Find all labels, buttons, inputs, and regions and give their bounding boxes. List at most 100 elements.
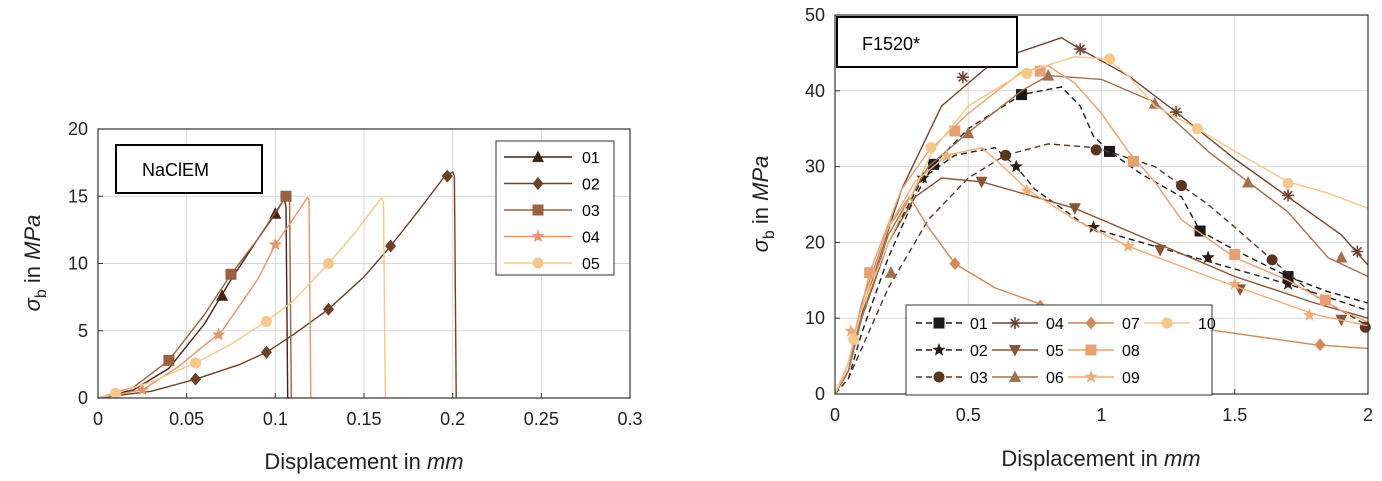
legend-marker bbox=[933, 371, 945, 383]
y-tick-label: 50 bbox=[805, 5, 825, 25]
data-point-07 bbox=[1314, 338, 1326, 352]
data-point-10 bbox=[1191, 123, 1203, 135]
legend-item-02: 02 bbox=[916, 343, 988, 360]
data-point-08 bbox=[1034, 65, 1046, 77]
legend-marker bbox=[1009, 370, 1021, 382]
legend-marker bbox=[1085, 316, 1097, 330]
series-10 bbox=[834, 53, 1369, 395]
data-point-01 bbox=[1103, 145, 1115, 157]
data-point-05 bbox=[190, 357, 202, 369]
series-line-03 bbox=[834, 143, 1369, 395]
data-point-09 bbox=[844, 324, 858, 337]
data-point-09 bbox=[1228, 277, 1242, 290]
data-point-10 bbox=[1282, 177, 1294, 189]
x-tick-label: 0.25 bbox=[524, 409, 559, 429]
data-point-01 bbox=[1016, 89, 1028, 101]
legend-marker bbox=[932, 343, 946, 356]
data-point-03 bbox=[1175, 180, 1187, 192]
legend-item-04: 04 bbox=[504, 229, 600, 247]
data-point-02 bbox=[385, 239, 397, 253]
y-tick-label: 10 bbox=[805, 308, 825, 328]
data-point-02 bbox=[441, 169, 453, 183]
data-point-03 bbox=[1000, 149, 1012, 161]
legend-label: 01 bbox=[970, 316, 988, 333]
plot-frame bbox=[97, 128, 631, 399]
data-point-04 bbox=[1282, 189, 1295, 202]
series-08 bbox=[834, 65, 1369, 395]
legend-item-01: 01 bbox=[916, 316, 988, 333]
data-point-06 bbox=[884, 266, 897, 278]
data-point-08 bbox=[1229, 249, 1241, 261]
x-tick-label: 0.2 bbox=[440, 409, 465, 429]
data-point-08 bbox=[1319, 294, 1331, 306]
panel-label-box: NaClEM bbox=[115, 144, 263, 194]
data-point-05 bbox=[975, 176, 988, 189]
legend-marker bbox=[1009, 317, 1021, 329]
data-point-05 bbox=[323, 258, 335, 269]
legend-label: 06 bbox=[1046, 370, 1064, 387]
legend-item-04: 04 bbox=[992, 316, 1064, 333]
legend-marker bbox=[933, 317, 945, 329]
y-tick-label: 0 bbox=[815, 384, 825, 404]
data-point-02 bbox=[323, 302, 335, 316]
series-03 bbox=[97, 190, 292, 399]
legend-marker bbox=[531, 229, 545, 243]
data-point-01 bbox=[1282, 271, 1294, 283]
data-point-05 bbox=[1154, 244, 1167, 257]
data-point-02 bbox=[260, 345, 272, 359]
legend-label: 07 bbox=[1122, 316, 1140, 333]
y-tick-label: 15 bbox=[68, 186, 88, 206]
x-tick-label: 1 bbox=[1096, 405, 1106, 425]
data-point-06 bbox=[962, 126, 975, 139]
legend-item-01: 01 bbox=[504, 150, 600, 167]
y-tick-label: 10 bbox=[68, 254, 88, 274]
data-point-04 bbox=[135, 382, 149, 396]
legend-marker bbox=[1009, 345, 1021, 357]
data-point-07 bbox=[949, 257, 961, 271]
x-tick-label: 0.1 bbox=[263, 409, 288, 429]
legend-item-10: 10 bbox=[1144, 316, 1216, 333]
legend-label: 02 bbox=[582, 177, 600, 194]
legend-item-05: 05 bbox=[504, 256, 600, 273]
data-point-06 bbox=[1242, 176, 1255, 188]
data-point-03 bbox=[1359, 321, 1371, 333]
series-05 bbox=[97, 196, 386, 399]
legend-label: 05 bbox=[582, 256, 600, 273]
series-line-05 bbox=[97, 196, 386, 399]
legend-item-06: 06 bbox=[992, 370, 1064, 387]
legend-label: 09 bbox=[1122, 370, 1140, 387]
data-point-10 bbox=[848, 333, 860, 345]
data-point-06 bbox=[1335, 251, 1348, 263]
legend-label: 04 bbox=[582, 230, 600, 247]
data-point-09 bbox=[940, 148, 954, 162]
data-point-08 bbox=[949, 125, 961, 137]
data-point-01 bbox=[216, 289, 229, 301]
legend-label: 04 bbox=[1046, 316, 1064, 333]
data-point-02 bbox=[1086, 220, 1101, 233]
legend-label: 10 bbox=[1198, 316, 1216, 333]
data-point-04 bbox=[956, 71, 969, 84]
data-point-02 bbox=[190, 372, 202, 386]
data-point-09 bbox=[1121, 239, 1135, 252]
y-tick-label: 40 bbox=[805, 81, 825, 101]
x-tick-label: 0.15 bbox=[346, 409, 381, 429]
legend-marker bbox=[532, 150, 544, 162]
x-axis-label: Displacement in mm bbox=[264, 449, 463, 474]
series-line-09 bbox=[834, 147, 1369, 395]
series-06 bbox=[834, 69, 1369, 395]
legend-item-09: 09 bbox=[1068, 370, 1140, 387]
y-tick-label: 0 bbox=[78, 388, 88, 408]
data-point-04 bbox=[1170, 106, 1183, 119]
y-tick-label: 20 bbox=[68, 119, 88, 139]
legend: 01 02 03 04 05 06 07 08 09 10 bbox=[905, 304, 1216, 396]
data-point-09 bbox=[1302, 308, 1317, 321]
legend-marker bbox=[1161, 317, 1173, 329]
legend-box bbox=[495, 140, 615, 276]
data-point-08 bbox=[864, 267, 876, 279]
legend-label: 01 bbox=[582, 150, 600, 167]
data-point-01 bbox=[928, 158, 940, 170]
series-line-10 bbox=[834, 56, 1369, 395]
